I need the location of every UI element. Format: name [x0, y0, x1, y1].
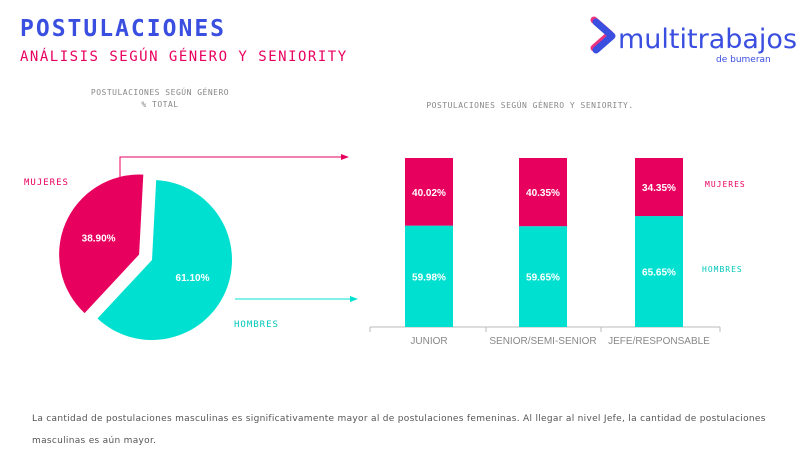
bar-chart: 59.98% 40.02% JUNIOR 59.65% 40.35% SENIOR/SEM…	[369, 158, 721, 347]
bar-data-label: 59.65%	[526, 273, 560, 284]
logo-tagline: de bumeran	[716, 55, 771, 65]
pie-title: POSTULACIONES SEGÚN GÉNERO	[90, 88, 230, 97]
bar-data-label: 65.65%	[642, 268, 676, 279]
pie-subtitle: % TOTAL	[141, 100, 179, 109]
page-title: POSTULACIONES	[20, 16, 227, 42]
bar-data-label: 40.35%	[526, 188, 560, 199]
mujeres-arrow-head	[341, 154, 349, 160]
logo-text: multitrabajos	[618, 24, 797, 55]
bar-legend-mujeres: MUJERES	[705, 180, 746, 189]
logo-mark: multitrabajos de bumeran	[590, 16, 797, 65]
logo: multitrabajos de bumeran	[588, 14, 798, 70]
pie-legend-hombres: HOMBRES	[234, 320, 279, 330]
page-subtitle: ANÁLISIS SEGÚN GÉNERO Y SENIORITY	[20, 49, 348, 65]
bar-legend-hombres: HOMBRES	[702, 265, 743, 274]
bar-data-label: 59.98%	[412, 272, 446, 283]
bar-hombres	[519, 226, 567, 327]
chart-canvas: 61.10% 38.90% 59.98% 40.02% JUNIOR 59.65% 40.…	[59, 154, 721, 347]
pie-legend-mujeres: MUJERES	[24, 178, 69, 188]
x-tick-label: JUNIOR	[410, 336, 447, 347]
x-tick-label: JEFE/RESPONSABLE	[608, 336, 710, 347]
hombres-arrow-head	[350, 296, 358, 302]
pie-chart: 61.10% 38.90%	[59, 174, 232, 340]
pie-slice-hombres	[97, 180, 232, 340]
bar-mujeres	[405, 158, 453, 226]
pie-data-label: 61.10%	[176, 273, 210, 284]
x-tick-label: SENIOR/SEMI-SENIOR	[489, 336, 596, 347]
mujeres-arrow-line	[119, 156, 342, 180]
footer-note: La cantidad de postulaciones masculinas …	[32, 414, 766, 446]
bar-mujeres	[635, 158, 683, 217]
bar-hombres	[405, 225, 453, 327]
bar-title: POSTULACIONES SEGÚN GÉNERO Y SENIORITY.	[426, 101, 634, 110]
pie-data-label: 38.90%	[82, 233, 116, 244]
bar-data-label: 34.35%	[642, 183, 676, 194]
pie-slice-mujeres	[59, 174, 144, 314]
bar-data-label: 40.02%	[412, 188, 446, 199]
bar-hombres	[635, 216, 683, 327]
bar-mujeres	[519, 158, 567, 227]
